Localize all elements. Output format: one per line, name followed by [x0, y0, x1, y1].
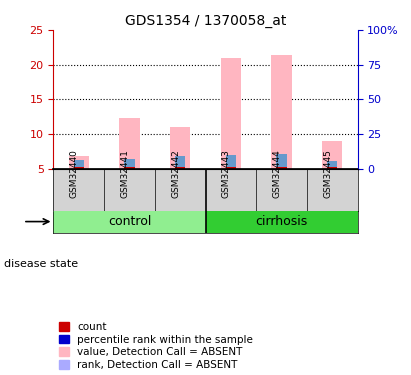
- Bar: [226, 168, 236, 169]
- Legend: count, percentile rank within the sample, value, Detection Call = ABSENT, rank, : count, percentile rank within the sample…: [59, 322, 253, 370]
- Bar: [74, 168, 84, 169]
- Bar: [206, 211, 358, 232]
- Bar: [175, 168, 185, 169]
- Text: GSM32441: GSM32441: [120, 150, 129, 198]
- Bar: [69, 156, 89, 169]
- Bar: [74, 160, 84, 169]
- Bar: [226, 155, 236, 169]
- Bar: [327, 168, 337, 169]
- Bar: [322, 141, 342, 169]
- Bar: [277, 154, 286, 169]
- Bar: [175, 156, 185, 169]
- Bar: [221, 58, 241, 169]
- Bar: [125, 168, 134, 169]
- Bar: [53, 211, 206, 232]
- Text: GSM32444: GSM32444: [272, 150, 282, 198]
- Bar: [327, 160, 337, 169]
- Bar: [277, 168, 286, 169]
- Text: GSM32445: GSM32445: [323, 150, 332, 198]
- Text: GSM32443: GSM32443: [222, 150, 231, 198]
- Text: control: control: [108, 215, 151, 228]
- Bar: [271, 55, 292, 169]
- Bar: [119, 118, 140, 169]
- Text: GSM32442: GSM32442: [171, 150, 180, 198]
- Bar: [125, 159, 134, 169]
- Bar: [170, 127, 190, 169]
- Text: cirrhosis: cirrhosis: [255, 215, 308, 228]
- Text: GSM32440: GSM32440: [70, 150, 79, 198]
- Text: disease state: disease state: [4, 260, 78, 269]
- Title: GDS1354 / 1370058_at: GDS1354 / 1370058_at: [125, 13, 286, 28]
